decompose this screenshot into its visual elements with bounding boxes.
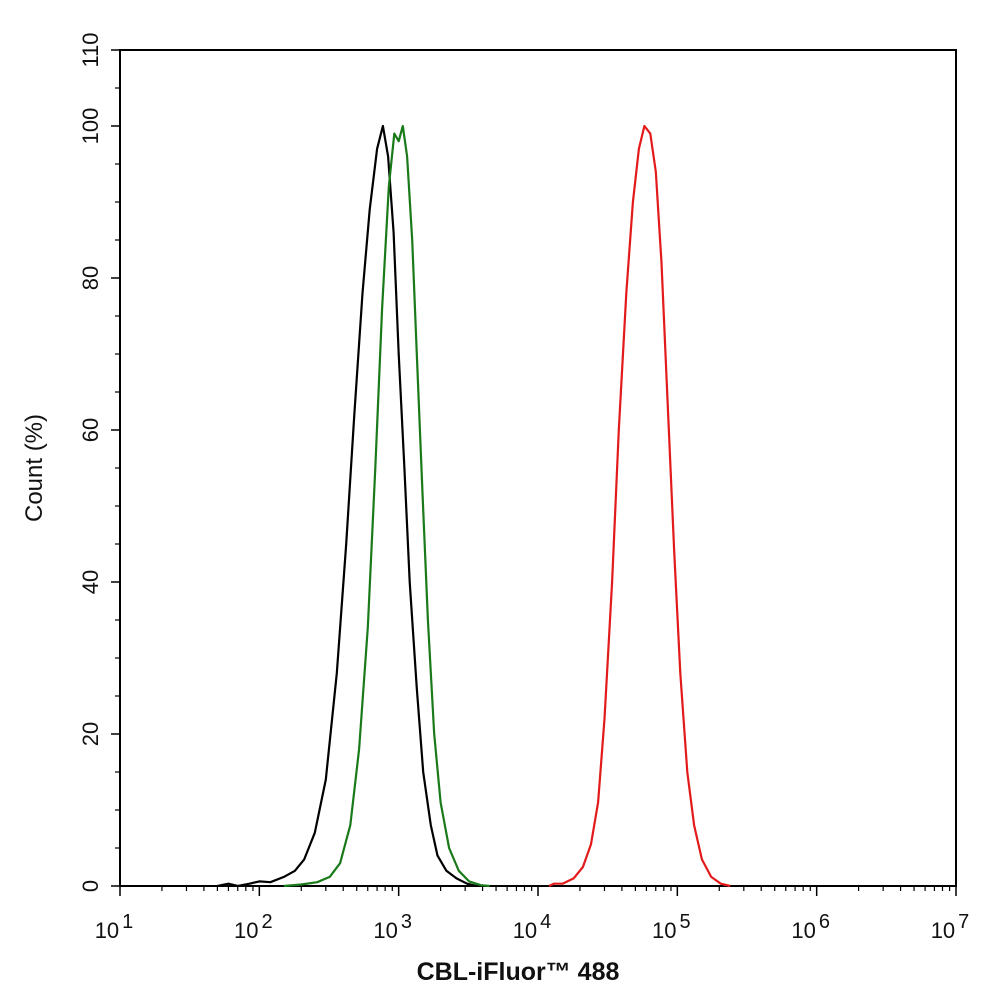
histogram-curve-2 [283,124,490,888]
y-tick-label: 100 [78,108,103,145]
x-tick-label: 10 6 [791,911,830,943]
x-tick-label: 10 1 [95,911,134,943]
x-tick-label: 10 7 [931,911,970,943]
minor-ticks [115,87,951,891]
y-tick-label: 40 [78,570,103,594]
histogram-curve-3 [548,124,731,888]
x-axis-title: CBL-iFluor™ 488 [417,958,620,986]
major-ticks [111,49,957,896]
y-tick-label: 0 [78,880,103,892]
y-tick-label: 80 [78,266,103,290]
x-tick-label: 10 5 [652,911,691,943]
x-tick-label: 10 3 [373,911,412,943]
histogram-curve-1 [217,124,477,888]
y-tick-labels: 0 20 40 60 80 100 110 [78,32,103,892]
y-axis-title: Count (%) [21,414,48,522]
x-tick-label: 10 4 [513,911,552,943]
x-tick-label: 10 2 [234,911,273,943]
y-tick-label: 110 [78,32,103,67]
y-tick-label: 60 [78,418,103,442]
series-layer [217,124,731,888]
y-tick-label: 20 [78,722,103,746]
x-tick-labels: 10 1 10 2 10 3 10 4 10 5 10 6 10 7 [95,911,970,943]
